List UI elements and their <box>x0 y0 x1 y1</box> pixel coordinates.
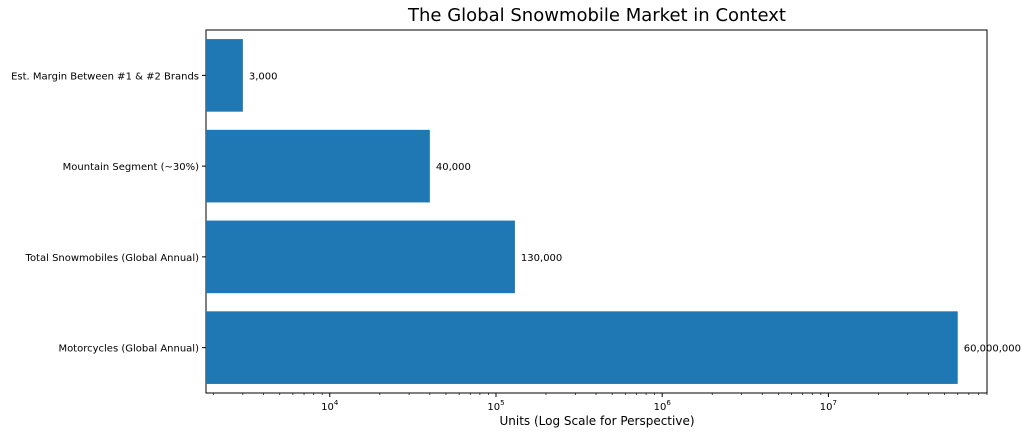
plot-area-frame <box>205 29 988 394</box>
bar-value-label: 40,000 <box>436 162 471 173</box>
chart-title: The Global Snowmobile Market in Context <box>407 5 786 26</box>
bar <box>206 129 430 203</box>
x-tick-label: 104 <box>321 399 339 413</box>
y-axis-categories: Est. Margin Between #1 & #2 Brands Mounta… <box>11 71 206 355</box>
category-label: Motorcycles (Global Annual) <box>58 344 199 355</box>
category-label: Mountain Segment (~30%) <box>63 162 199 173</box>
x-tick-label: 106 <box>654 399 672 413</box>
bar <box>206 311 958 384</box>
category-label: Total Snowmobiles (Global Annual) <box>25 253 200 264</box>
x-tick-label: 107 <box>820 399 837 413</box>
category-label: Est. Margin Between #1 & #2 Brands <box>11 71 199 82</box>
x-axis-label: Units (Log Scale for Perspective) <box>499 414 694 428</box>
bar <box>206 39 243 112</box>
x-axis-ticks: 104 105 106 107 <box>213 393 988 413</box>
bar <box>206 220 515 294</box>
bar-value-label: 3,000 <box>249 71 278 82</box>
x-tick-label: 105 <box>487 399 504 413</box>
bar-value-label: 130,000 <box>521 253 562 264</box>
bars-layer: 3,000 40,000 130,000 60,000,000 <box>206 39 1021 384</box>
bar-value-label: 60,000,000 <box>964 344 1021 355</box>
